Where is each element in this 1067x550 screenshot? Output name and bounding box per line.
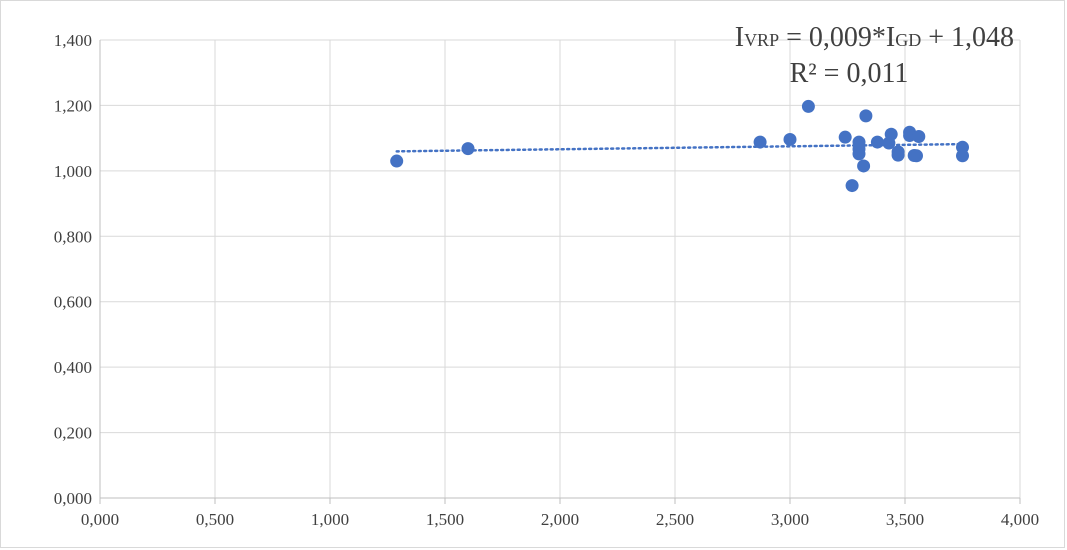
scatter-point (891, 148, 905, 162)
x-tick-label: 0,000 (81, 510, 119, 529)
trendline-equation: IVRP = 0,009*IGD + 1,048 (735, 22, 1014, 53)
trendline (395, 142, 964, 153)
scatter-point (838, 130, 852, 144)
x-tick-label: 0,500 (196, 510, 234, 529)
x-tick-label: 2,500 (656, 510, 694, 529)
scatter-point (852, 147, 866, 161)
data-points (390, 99, 969, 193)
gridlines (100, 39, 1021, 498)
scatter-point (859, 109, 873, 123)
x-tick-label: 3,500 (886, 510, 924, 529)
axes (99, 40, 1021, 504)
y-tick-label: 1,200 (54, 96, 92, 115)
x-tick-label: 2,000 (541, 510, 579, 529)
scatter-point (870, 135, 884, 149)
scatter-point (753, 135, 767, 149)
y-tick-label: 1,000 (54, 162, 92, 181)
x-tick-label: 1,500 (426, 510, 464, 529)
x-tick-label: 4,000 (1001, 510, 1039, 529)
y-tick-label: 0,200 (54, 424, 92, 443)
scatter-point (845, 179, 859, 193)
scatter-point (801, 99, 815, 113)
y-tick-label: 0,800 (54, 227, 92, 246)
scatter-point (857, 159, 871, 173)
scatter-point (461, 142, 475, 156)
y-tick-label: 0,000 (54, 489, 92, 508)
scatter-point (910, 149, 923, 163)
scatter-point (884, 127, 898, 141)
scatter-point (956, 149, 969, 163)
x-tick-label: 1,000 (311, 510, 349, 529)
scatter-point (783, 132, 797, 146)
r-squared-label: R² = 0,011 (790, 58, 909, 89)
y-tick-label: 0,400 (54, 358, 92, 377)
x-tick-label: 3,000 (771, 510, 809, 529)
y-tick-label: 1,400 (54, 31, 92, 50)
trendline-layer (395, 142, 964, 153)
tick-labels: 0,000 0,200 0,400 0,600 0,800 1,000 1,200 1,400… (54, 31, 1039, 529)
scatter-point (912, 130, 926, 144)
scatter-point (390, 154, 404, 168)
y-tick-label: 0,600 (54, 293, 92, 312)
